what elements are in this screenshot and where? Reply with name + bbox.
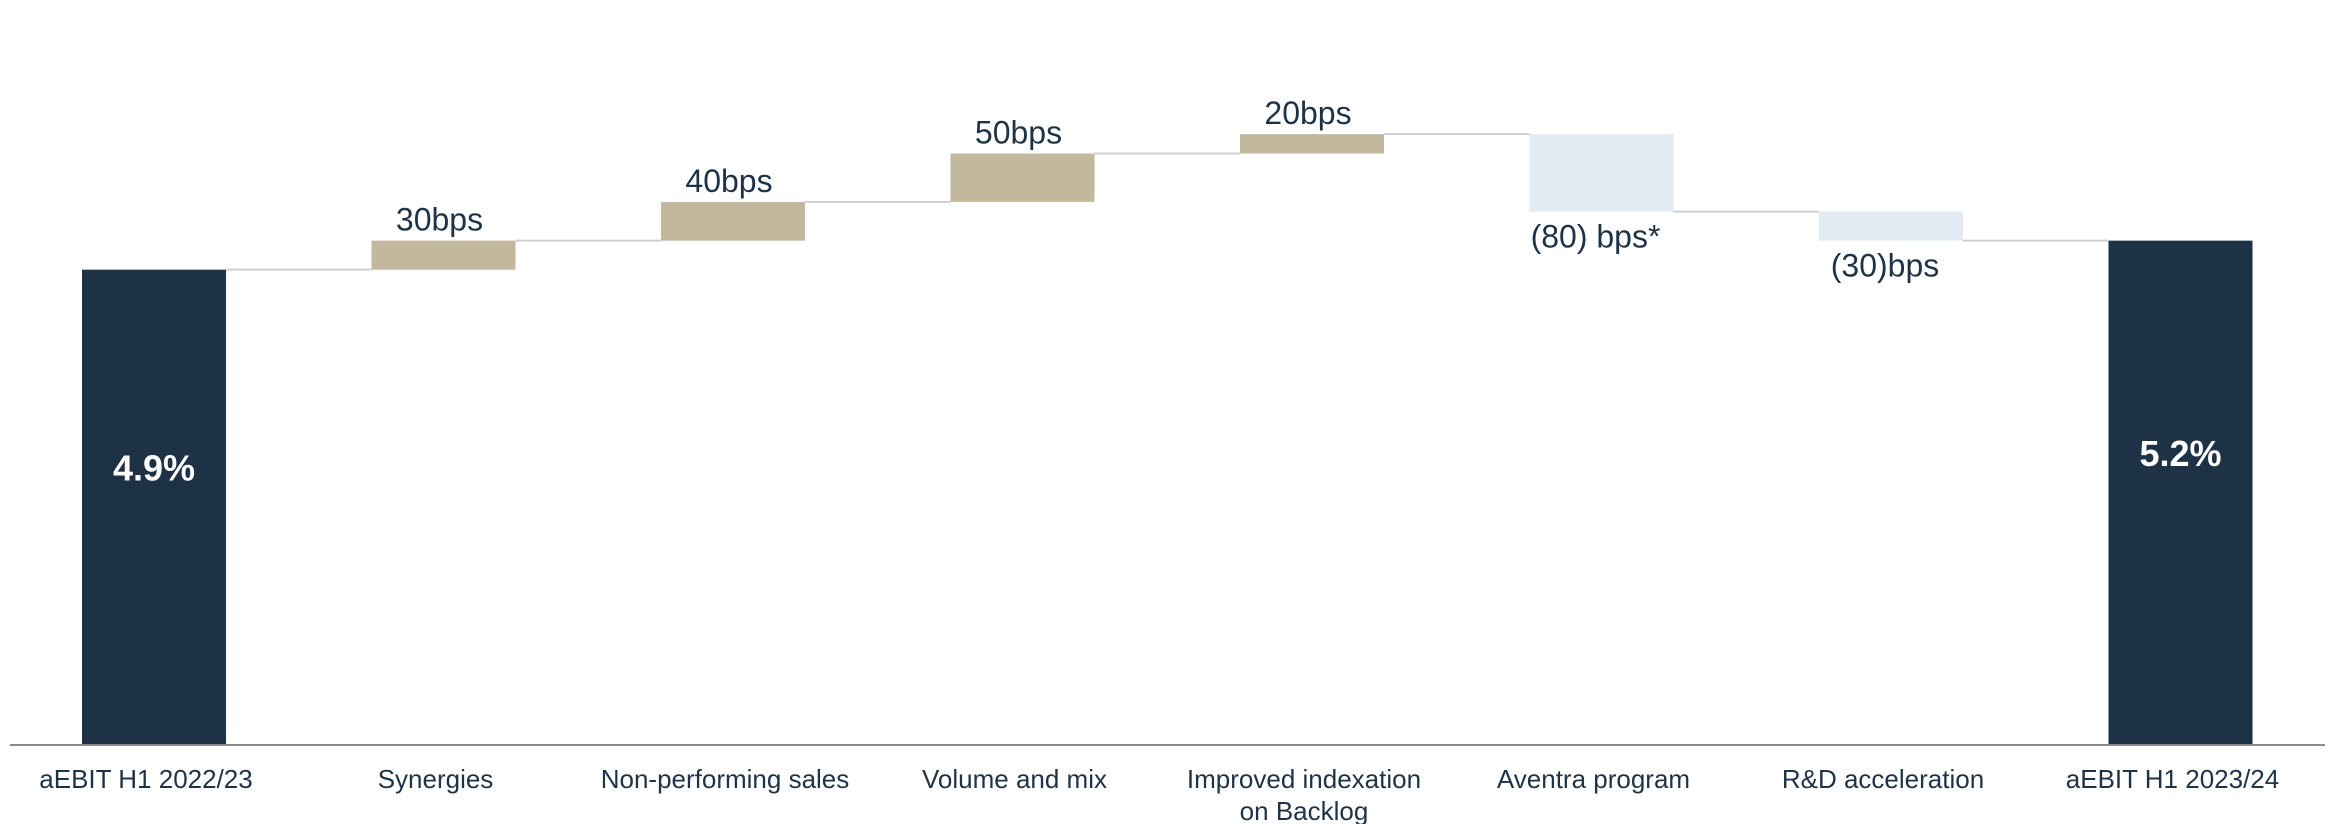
bar-improved-indexation-on-backlog	[1240, 134, 1384, 154]
bar-aventra-program	[1529, 134, 1674, 212]
category-label-improved-indexation-on-backlog-line-2: on Backlog	[1240, 796, 1369, 824]
category-label-synergies: Synergies	[378, 764, 494, 794]
bar-synergies	[371, 240, 516, 270]
value-label-aebit-h1-2022-23: 4.9%	[113, 447, 195, 488]
category-label-aebit-h1-2023-24: aEBIT H1 2023/24	[2066, 764, 2279, 794]
value-label-aebit-h1-2023-24: 5.2%	[2139, 433, 2221, 474]
value-label-improved-indexation-on-backlog: 20bps	[1264, 95, 1351, 131]
value-label-synergies: 30bps	[396, 202, 483, 238]
category-label-improved-indexation-on-backlog-line-1: Improved indexation	[1187, 764, 1421, 794]
bar-non-performing-sales	[661, 201, 805, 241]
bar-aebit-h1-2023-24	[2108, 240, 2253, 744]
value-label-randd-acceleration: (30)bps	[1831, 248, 1940, 284]
bar-volume-and-mix	[950, 153, 1095, 202]
category-labels: aEBIT H1 2022/23 Synergies Non-performing …	[39, 764, 2279, 824]
value-label-volume-and-mix: 50bps	[975, 115, 1062, 151]
bar-aebit-h1-2022-23	[82, 269, 226, 744]
value-label-non-performing-sales: 40bps	[685, 163, 772, 199]
bar-randd-acceleration	[1819, 211, 1963, 241]
chart-bars	[82, 134, 2253, 744]
connector-lines	[226, 133, 2109, 271]
category-label-non-performing-sales: Non-performing sales	[601, 764, 850, 794]
value-label-aventra-program: (80) bps*	[1531, 219, 1661, 255]
category-label-aebit-h1-2022-23: aEBIT H1 2022/23	[39, 764, 252, 794]
category-label-randd-acceleration: R&D acceleration	[1782, 764, 1984, 794]
category-label-volume-and-mix: Volume and mix	[922, 764, 1107, 794]
category-label-aventra-program: Aventra program	[1497, 764, 1690, 794]
value-labels: 4.9% 30bps 40bps 50bps 20bps (80) bps* (30)bps…	[113, 95, 2222, 488]
